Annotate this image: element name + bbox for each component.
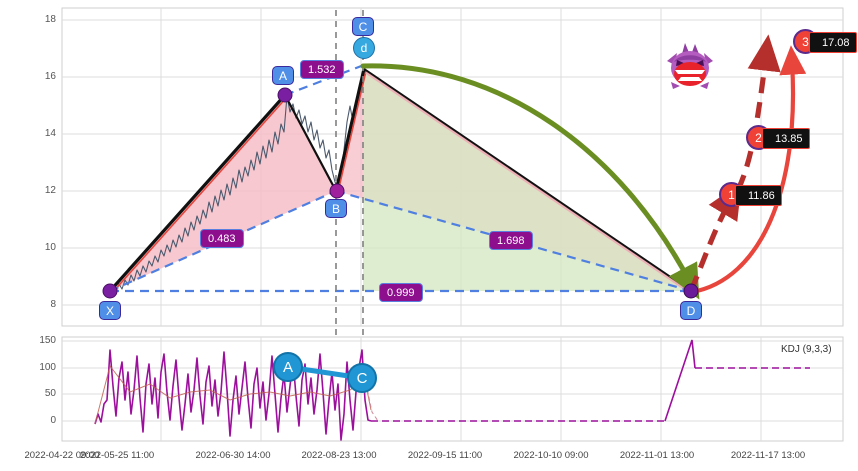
price-ytick-8: 8	[50, 299, 56, 310]
price-ytick-12: 12	[44, 185, 56, 196]
kdj-j-line	[94, 349, 372, 441]
time-markers	[335, 10, 364, 441]
kdj-projection-spike	[664, 339, 696, 422]
kdj-badge-a[interactable]: A	[273, 352, 303, 382]
xtick-2: 2022-06-30 14:00	[195, 450, 271, 461]
ratio-tag-xab[interactable]: 0.483	[200, 229, 244, 248]
leg-ab-outline	[284, 94, 337, 192]
kdj-ytick-0: 0	[50, 415, 56, 426]
target-price-1[interactable]: 11.86	[735, 185, 782, 206]
xtick-5: 2022-10-10 09:00	[513, 450, 589, 461]
leg-cd-inner	[365, 70, 694, 296]
kdj-ytick-50: 50	[44, 388, 56, 399]
projection-arc-olive	[360, 63, 700, 300]
leg-xa-inner	[111, 96, 288, 294]
xtick-3: 2022-08-23 13:00	[301, 450, 377, 461]
kdj-ytick-150: 150	[39, 335, 56, 346]
target-price-3[interactable]: 17.08	[809, 32, 857, 53]
harmonic-skeleton	[108, 68, 694, 296]
leg-xa-outline	[108, 93, 287, 293]
pivot-dot-b	[329, 183, 345, 199]
kdj-panel-grid	[61, 336, 844, 442]
xtick-0: 2022-04-22 09:00	[24, 450, 100, 461]
price-ytick-18: 18	[44, 14, 56, 25]
ratio-tag-bcd[interactable]: 1.698	[489, 231, 533, 250]
pivot-dot-d	[683, 283, 699, 299]
pivot-dot-a	[277, 87, 293, 103]
pivot-badge-x[interactable]: X	[99, 301, 121, 320]
kdj-projection-faint	[365, 382, 379, 422]
target-price-2[interactable]: 13.85	[762, 128, 810, 149]
kdj-indicator-legend: KDJ (9,3,3)	[781, 344, 832, 355]
shark-mascot-icon	[667, 43, 713, 89]
xtick-6: 2022-11-01 13:00	[619, 450, 695, 461]
harmonic-xab-shade	[110, 95, 336, 291]
ratio-tag-abc[interactable]: 1.532	[300, 60, 344, 79]
pivot-badge-d-small[interactable]: d	[353, 37, 375, 59]
xtick-4: 2022-09-15 11:00	[407, 450, 483, 461]
ratio-tag-xad[interactable]: 0.999	[379, 283, 423, 302]
xtick-1: 2022-05-25 11:00	[79, 450, 155, 461]
pivot-badge-a[interactable]: A	[272, 66, 294, 85]
kdj-badge-c[interactable]: C	[347, 363, 377, 393]
kdj-ytick-100: 100	[39, 362, 56, 373]
pivot-dots	[102, 87, 699, 299]
kdj-k-line	[94, 365, 372, 425]
pivot-badge-b[interactable]: B	[325, 199, 347, 218]
target-ladder-dashed-2	[735, 34, 781, 192]
price-ytick-14: 14	[44, 128, 56, 139]
leg-cd-outline2	[363, 68, 692, 292]
price-ytick-16: 16	[44, 71, 56, 82]
pivot-badge-c[interactable]: C	[352, 17, 374, 36]
pivot-dot-x	[102, 283, 118, 299]
pivot-badge-d[interactable]: D	[680, 301, 702, 320]
price-series	[109, 73, 366, 294]
target-ladder-dashed	[688, 182, 742, 292]
price-ytick-10: 10	[44, 242, 56, 253]
xtick-7: 2022-11-17 13:00	[730, 450, 806, 461]
leg-bc-outline	[334, 68, 366, 192]
price-line	[109, 73, 366, 294]
leg-bc-inner	[337, 70, 367, 193]
kdj-series	[94, 339, 810, 441]
bullish-swing-arrow	[691, 45, 807, 295]
